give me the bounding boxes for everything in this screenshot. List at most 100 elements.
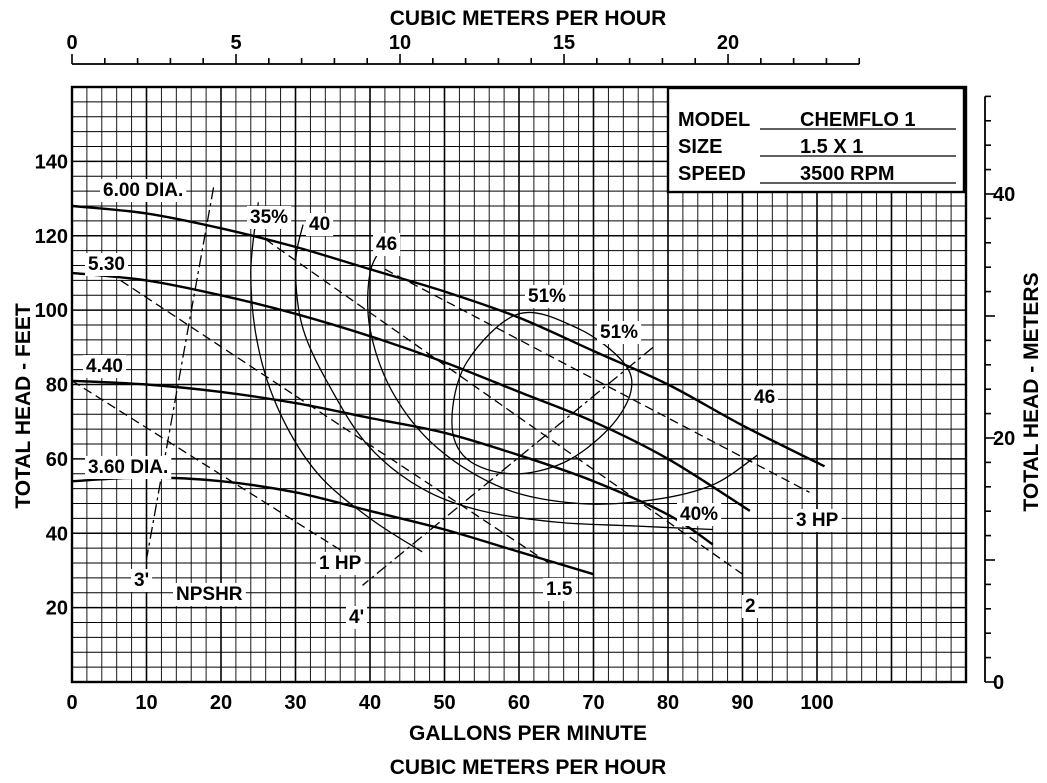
efficiency-label-51-bottom-bg (597, 321, 642, 344)
right-tick-label: 40 (993, 184, 1015, 206)
info-value: CHEMFLO 1 (800, 109, 916, 131)
x-tick-label: 50 (433, 692, 455, 714)
x-tick-label: 60 (508, 692, 530, 714)
efficiency-label-51-bottom: 51% (597, 321, 642, 344)
x-tick-label: 30 (284, 692, 306, 714)
impeller-curve (71, 271, 751, 512)
info-box-frame (666, 86, 966, 194)
right-tick-label: 20 (993, 428, 1015, 450)
hp-label-1-5-bg (543, 578, 576, 601)
npshr-line (145, 187, 215, 560)
impeller-label-360-bg (85, 456, 172, 479)
y-tick-label: 120 (35, 226, 68, 248)
impeller-label-530-bg (85, 253, 128, 276)
efficiency-label-46-text: 46 (376, 234, 397, 255)
right-tick-label: 0 (993, 672, 1004, 694)
top-tick-label: 10 (389, 32, 411, 54)
efficiency-label-46-bg (373, 233, 401, 256)
info-key: SPEED (678, 163, 746, 185)
npshr-label-bg (173, 583, 246, 606)
hp-label-1: 1 HP (316, 552, 365, 575)
hp-label-1-bg (316, 552, 365, 575)
x-tick-label: 20 (210, 692, 232, 714)
efficiency-label-40: 40 (306, 213, 334, 236)
x-tick-label: 80 (657, 692, 679, 714)
curves (71, 187, 826, 586)
efficiency-label-40-right-bg (677, 503, 722, 526)
efficiency-label-51-top: 51% (525, 285, 570, 308)
impeller-label-600: 6.00 DIA. (100, 179, 187, 202)
efficiency-curve (451, 311, 633, 475)
y-tick-label: 20 (46, 598, 68, 620)
efficiency-curve (250, 202, 423, 553)
hp-label-1-5: 1.5 (543, 578, 576, 601)
efficiency-label-46-right: 46 (751, 386, 779, 409)
npshr-label-3ft-text: 3' (134, 570, 149, 591)
x-axis-title-secondary: CUBIC METERS PER HOUR (390, 756, 667, 779)
efficiency-label-40-right-text: 40% (680, 504, 718, 525)
hp-label-2: 2 (742, 595, 759, 618)
efficiency-label-46-right-text: 46 (754, 387, 775, 408)
impeller-label-600-text: 6.00 DIA. (103, 180, 183, 201)
impeller-label-600-bg (100, 179, 187, 202)
hp-label-3-bg (793, 509, 842, 532)
curve-labels: 6.00 DIA. 5.30 4.40 3.60 DIA. 35% 40 46 51% 51% 4… (83, 179, 842, 629)
top-tick-label: 15 (553, 32, 575, 54)
hp-label-1-5-text: 1.5 (546, 579, 573, 600)
efficiency-label-51-bottom-text: 51% (600, 322, 638, 343)
impeller-label-360-text: 3.60 DIA. (88, 457, 168, 478)
impeller-label-360: 3.60 DIA. (85, 456, 172, 479)
x-tick-label: 0 (66, 692, 77, 714)
top-tick-label: 0 (66, 32, 77, 54)
efficiency-label-51-top-text: 51% (528, 286, 566, 307)
impeller-label-440-text: 4.40 (86, 356, 123, 377)
efficiency-label-35-bg (247, 206, 292, 229)
efficiency-curve (367, 242, 758, 505)
info-key: MODEL (678, 109, 750, 131)
hp-label-3: 3 HP (793, 509, 842, 532)
horsepower-line (384, 268, 810, 493)
x-axis-title: GALLONS PER MINUTE (409, 722, 647, 745)
npshr-label-4ft-bg (346, 606, 368, 629)
info-key: SIZE (678, 136, 722, 158)
x-tick-label: 90 (731, 692, 753, 714)
y-axis-title-secondary: TOTAL HEAD - METERS (1020, 272, 1043, 511)
npshr-label-4ft-text: 4' (349, 607, 364, 628)
top-axis-title: CUBIC METERS PER HOUR (390, 7, 667, 30)
y-tick-label: 140 (35, 151, 68, 173)
npshr-label-3ft: 3' (131, 569, 153, 592)
info-value: 3500 RPM (800, 163, 895, 185)
top-tick-label: 20 (717, 32, 739, 54)
y-tick-label: 40 (46, 523, 68, 545)
npshr-label-4ft: 4' (346, 606, 368, 629)
efficiency-label-46: 46 (373, 233, 401, 256)
efficiency-label-35: 35% (247, 206, 292, 229)
info-box: MODEL CHEMFLO 1 SIZE 1.5 X 1 SPEED 3500 RPM (666, 86, 966, 194)
impeller-label-440: 4.40 (83, 355, 126, 378)
npshr-label-text: NPSHR (176, 584, 243, 605)
impeller-label-440-bg (83, 355, 126, 378)
axes: 0 10 20 30 40 50 60 70 80 90 100204060801001201400… (35, 32, 1016, 714)
x-tick-label: 70 (582, 692, 604, 714)
plot-border (70, 85, 968, 684)
efficiency-label-40-bg (306, 213, 334, 236)
x-tick-label: 40 (359, 692, 381, 714)
impeller-label-530-text: 5.30 (88, 254, 125, 275)
y-tick-label: 60 (46, 449, 68, 471)
hp-label-3-text: 3 HP (796, 510, 839, 531)
impeller-curve (71, 204, 826, 468)
npshr-label-3ft-bg (131, 569, 153, 592)
efficiency-label-40-text: 40 (309, 214, 330, 235)
y-tick-label: 80 (46, 375, 68, 397)
efficiency-curve (294, 224, 713, 531)
efficiency-label-40-right: 40% (677, 503, 722, 526)
x-tick-label: 100 (800, 692, 833, 714)
x-tick-label: 10 (135, 692, 157, 714)
npshr-label: NPSHR (173, 583, 246, 606)
y-tick-label: 100 (35, 300, 68, 322)
y-axis-title: TOTAL HEAD - FEET (12, 303, 35, 509)
info-value: 1.5 X 1 (800, 136, 863, 158)
plot-frame (70, 85, 968, 684)
hp-label-2-bg (742, 595, 759, 618)
